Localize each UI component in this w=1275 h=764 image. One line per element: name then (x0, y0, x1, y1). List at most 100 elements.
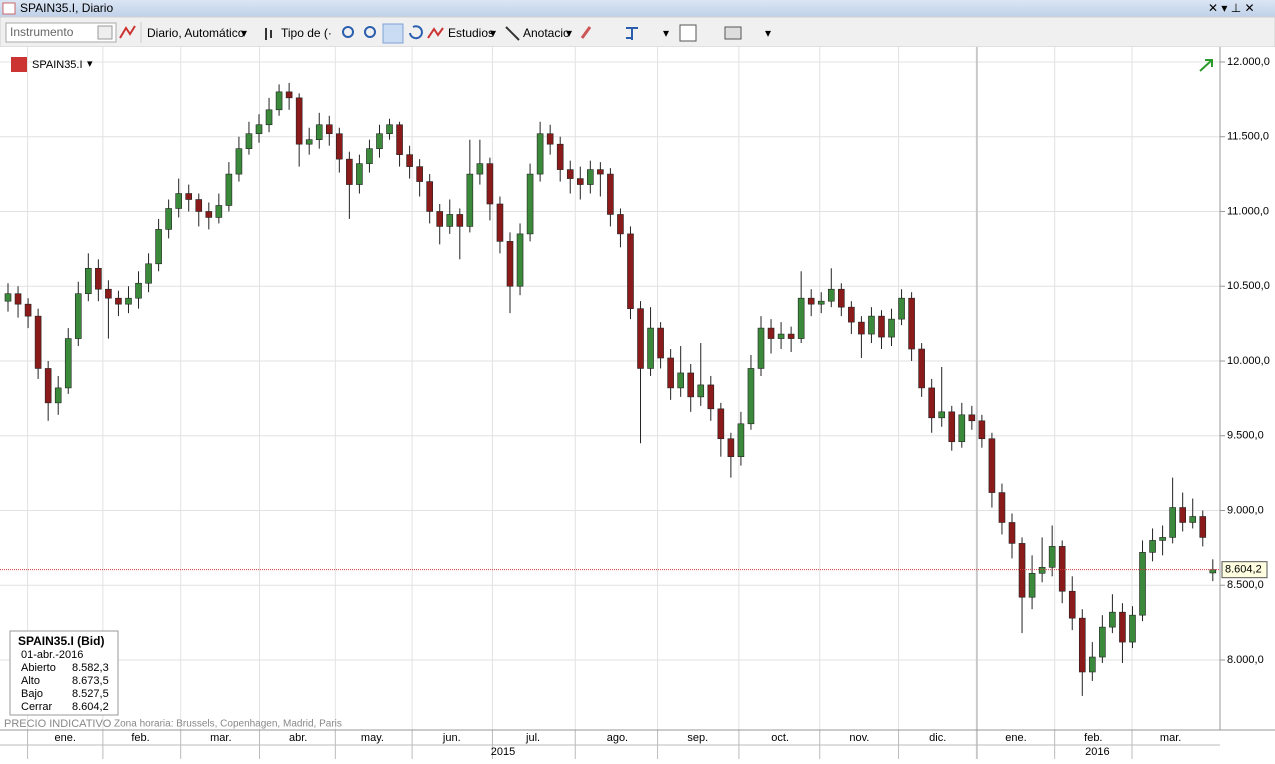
tool-icon[interactable] (626, 27, 638, 40)
candle-body (817, 300, 825, 305)
candle-body (1089, 656, 1096, 673)
candle-body (797, 297, 805, 339)
candle-body (637, 308, 644, 369)
candle-body (807, 297, 815, 305)
candle-body (135, 282, 142, 299)
candle-body (376, 133, 383, 149)
candle-body (185, 193, 193, 200)
candle-body (566, 169, 574, 179)
candle-body (627, 233, 634, 309)
candle-body (295, 97, 303, 145)
chart-icon[interactable] (119, 25, 136, 39)
info-row-label: Bajo (21, 688, 43, 700)
candle-body (787, 333, 795, 339)
chart-type-dropdown[interactable]: Tipo de (· (281, 26, 332, 40)
candle-body (1129, 614, 1136, 643)
candle-body (1139, 552, 1146, 616)
candle-body (235, 148, 243, 175)
dropdown-arrow[interactable]: ▾ (490, 26, 496, 40)
instrument-button[interactable] (97, 25, 113, 40)
dropdown-arrow[interactable]: ▾ (663, 26, 669, 40)
candle-body (1149, 540, 1156, 553)
candle-body (366, 148, 373, 164)
x-tick-label: may. (361, 732, 384, 744)
year-label: 2016 (1085, 746, 1109, 758)
candle-body (105, 288, 112, 299)
candle-body (617, 214, 624, 235)
chart-area (0, 47, 1275, 759)
info-row-label: Alto (21, 675, 40, 687)
dropdown-arrow[interactable]: ▾ (765, 26, 771, 40)
candle-body (1119, 611, 1126, 643)
candle-body (315, 124, 323, 141)
window-buttons[interactable]: ✕ ▾ ⊥ ✕ (1208, 1, 1255, 15)
candle-body (325, 124, 333, 135)
candle-body (24, 303, 32, 317)
x-tick-label: ene. (55, 732, 76, 744)
candle-body (386, 124, 393, 135)
candle-body (255, 124, 263, 135)
candle-body (285, 91, 293, 99)
candle-body (918, 348, 925, 389)
candle-body (466, 173, 474, 227)
candle-body (1078, 617, 1086, 673)
instrument-input[interactable] (5, 22, 117, 43)
studies-icon[interactable] (427, 27, 444, 39)
last-price-box (1221, 561, 1268, 579)
candle-body (175, 193, 182, 209)
candle-body (757, 327, 765, 369)
zoom-out[interactable] (364, 26, 376, 38)
candle-body (1028, 573, 1036, 598)
candle-body (1018, 543, 1026, 598)
x-tick-label: jul. (525, 732, 540, 744)
candle-body (85, 267, 92, 295)
eraser-icon[interactable] (580, 26, 592, 39)
candle-body (95, 267, 102, 290)
candle-body (305, 139, 313, 145)
candle-body (878, 315, 885, 338)
dropdown-arrow[interactable]: ▾ (87, 58, 93, 70)
dropdown-arrow[interactable]: ▾ (241, 26, 247, 40)
info-row-value: 8.527,5 (72, 688, 109, 700)
x-tick-label: oct. (771, 732, 789, 744)
candle-body (858, 321, 865, 335)
symbol-label[interactable]: SPAIN35.I (32, 59, 83, 71)
candle-body (165, 208, 172, 230)
candle-body (516, 233, 524, 287)
info-rows: Abierto 8.582,3 Alto 8.673,5 Bajo 8.527,5 Cerr… (21, 662, 109, 713)
candle-body (958, 414, 966, 443)
candle-body (526, 173, 534, 235)
studies-dropdown[interactable]: Estudios (448, 26, 494, 40)
zoom-in[interactable] (342, 26, 354, 38)
candle-body (687, 372, 695, 398)
candle-body (1159, 537, 1166, 541)
candle-body (948, 411, 956, 443)
x-tick-label: ago. (607, 732, 628, 744)
candle-body (496, 203, 504, 242)
candle-body (707, 384, 715, 410)
dropdown-arrow[interactable]: ▾ (566, 26, 572, 40)
candle-body (1199, 516, 1207, 538)
candle-body (64, 338, 72, 389)
candle-body (928, 387, 935, 419)
candle-body (576, 178, 584, 185)
pan-tool[interactable] (382, 23, 404, 44)
y-tick-label: 11.000,0 (1227, 205, 1269, 217)
annotation-icon[interactable] (505, 26, 520, 41)
annotation-dropdown[interactable]: Anotacio (523, 26, 570, 40)
x-tick-label: mar. (1160, 732, 1181, 744)
candle-body (607, 173, 614, 215)
candle-icon[interactable] (265, 28, 272, 40)
candle-body (898, 297, 905, 320)
info-date: 01-abr.-2016 (21, 649, 83, 661)
candle-body (195, 199, 203, 212)
y-tick-label: 9.000,0 (1227, 504, 1264, 516)
y-tick-label: 10.000,0 (1227, 355, 1270, 367)
candle-body (587, 169, 594, 185)
indicator-icon[interactable] (679, 24, 697, 42)
print-icon[interactable] (724, 26, 742, 40)
reset-icon[interactable] (409, 25, 423, 40)
candle-body (978, 420, 986, 440)
period-dropdown[interactable]: Diario, Automático (147, 26, 245, 40)
